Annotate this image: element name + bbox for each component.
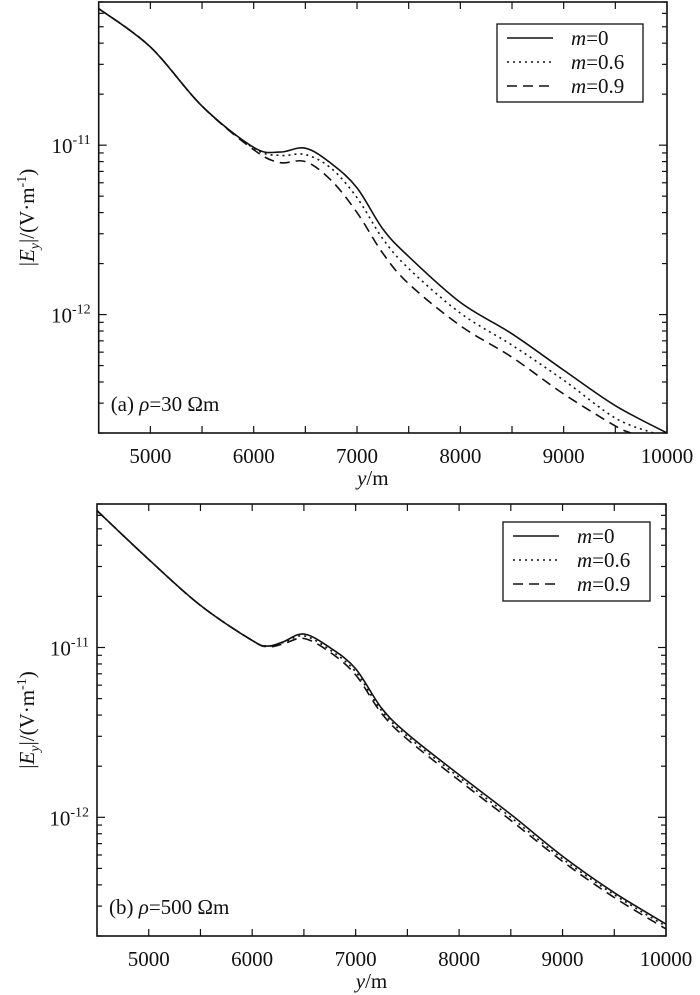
- x-axis-label: y/m: [354, 969, 388, 993]
- y-tick-label: 10-12: [51, 303, 91, 328]
- legend-label: m=0.6: [571, 50, 624, 74]
- text-span: =0.6: [592, 548, 630, 572]
- text-span: 10: [51, 304, 72, 328]
- text-span: -1: [15, 678, 30, 690]
- series-line-m-0-9: [96, 510, 667, 930]
- legend-box: [502, 521, 651, 602]
- legend-label: m=0: [571, 26, 609, 50]
- x-tick-label: 6000: [231, 947, 273, 971]
- text-span: y: [355, 466, 367, 490]
- x-tick-label: 8000: [438, 947, 480, 971]
- text-span: m: [571, 50, 586, 74]
- text-span: m: [577, 524, 592, 548]
- x-tick-label: 8000: [439, 444, 481, 468]
- text-span: |/(V·m: [15, 187, 39, 243]
- text-span: |: [15, 262, 39, 266]
- legend-label: m=0.9: [571, 74, 624, 98]
- legend: m=0m=0.6m=0.9: [496, 23, 644, 103]
- x-tick-label: 9000: [543, 444, 585, 468]
- legend-label: m=0.9: [577, 572, 630, 596]
- text-span: |: [15, 765, 39, 769]
- x-tick-label: 7000: [335, 947, 377, 971]
- panel-label: (a) ρ=30 Ωm: [111, 392, 220, 416]
- y-axis-label: |Ey|/(V·m-1): [15, 671, 43, 768]
- x-axis-label: y/m: [355, 466, 389, 490]
- x-tick-label: 10000: [641, 444, 694, 468]
- chart-panel-b: 5000 6000 7000 8000 9000 1000010-1110-12m=0m=…: [15, 503, 693, 993]
- text-span: |/(V·m: [15, 690, 39, 746]
- text-span: =0.9: [586, 74, 624, 98]
- text-span: ρ: [138, 392, 149, 416]
- legend-box: [496, 23, 644, 103]
- x-tick-label: 5000: [128, 947, 170, 971]
- text-span: /m: [366, 466, 388, 490]
- text-span: ): [15, 671, 39, 678]
- series-line-m-0-6: [98, 7, 654, 434]
- y-tick-label: 10-11: [50, 636, 89, 661]
- panel-label: (b) ρ=500 Ωm: [109, 895, 229, 919]
- chart-panel-a: 5000 6000 7000 8000 9000 1000010-1110-12m=0m=…: [15, 1, 694, 490]
- text-span: E: [15, 249, 39, 263]
- text-span: =30 Ωm: [149, 392, 219, 416]
- text-span: ): [15, 169, 39, 176]
- y-tick-label: 10-12: [49, 805, 89, 830]
- text-span: y: [354, 969, 366, 993]
- text-span: y: [28, 242, 43, 251]
- text-span: 10: [52, 134, 73, 158]
- text-span: (b): [109, 895, 139, 919]
- text-span: =0: [592, 524, 614, 548]
- text-span: =0: [586, 26, 608, 50]
- x-tick-label: 9000: [542, 947, 584, 971]
- text-span: m: [577, 548, 592, 572]
- text-span: y: [28, 745, 43, 754]
- text-span: =0.9: [592, 572, 630, 596]
- x-tick-label: 10000: [640, 947, 693, 971]
- text-span: =0.6: [586, 50, 624, 74]
- y-axis-label: |Ey|/(V·m-1): [15, 169, 43, 266]
- text-span: =500 Ωm: [149, 895, 230, 919]
- text-span: -11: [73, 133, 91, 148]
- text-span: -1: [15, 176, 30, 188]
- plot-frame: [96, 503, 667, 937]
- text-span: m: [577, 572, 592, 596]
- legend-label: m=0: [577, 524, 615, 548]
- plot-frame: [97, 1, 668, 434]
- text-span: m: [571, 26, 586, 50]
- text-span: ρ: [138, 895, 149, 919]
- text-span: -11: [71, 636, 89, 651]
- text-span: m: [571, 74, 586, 98]
- text-span: E: [15, 752, 39, 766]
- text-span: (a): [111, 392, 140, 416]
- legend: m=0m=0.6m=0.9: [502, 521, 651, 602]
- text-span: 10: [49, 806, 70, 830]
- text-span: -12: [72, 303, 91, 318]
- y-tick-label: 10-11: [52, 133, 91, 158]
- x-tick-label: 5000: [129, 444, 171, 468]
- series-line-m-0-9: [98, 7, 632, 434]
- x-tick-label: 7000: [336, 444, 378, 468]
- x-tick-label: 6000: [233, 444, 275, 468]
- text-span: 10: [50, 637, 71, 661]
- text-span: -12: [70, 805, 89, 820]
- legend-label: m=0.6: [577, 548, 630, 572]
- text-span: /m: [365, 969, 387, 993]
